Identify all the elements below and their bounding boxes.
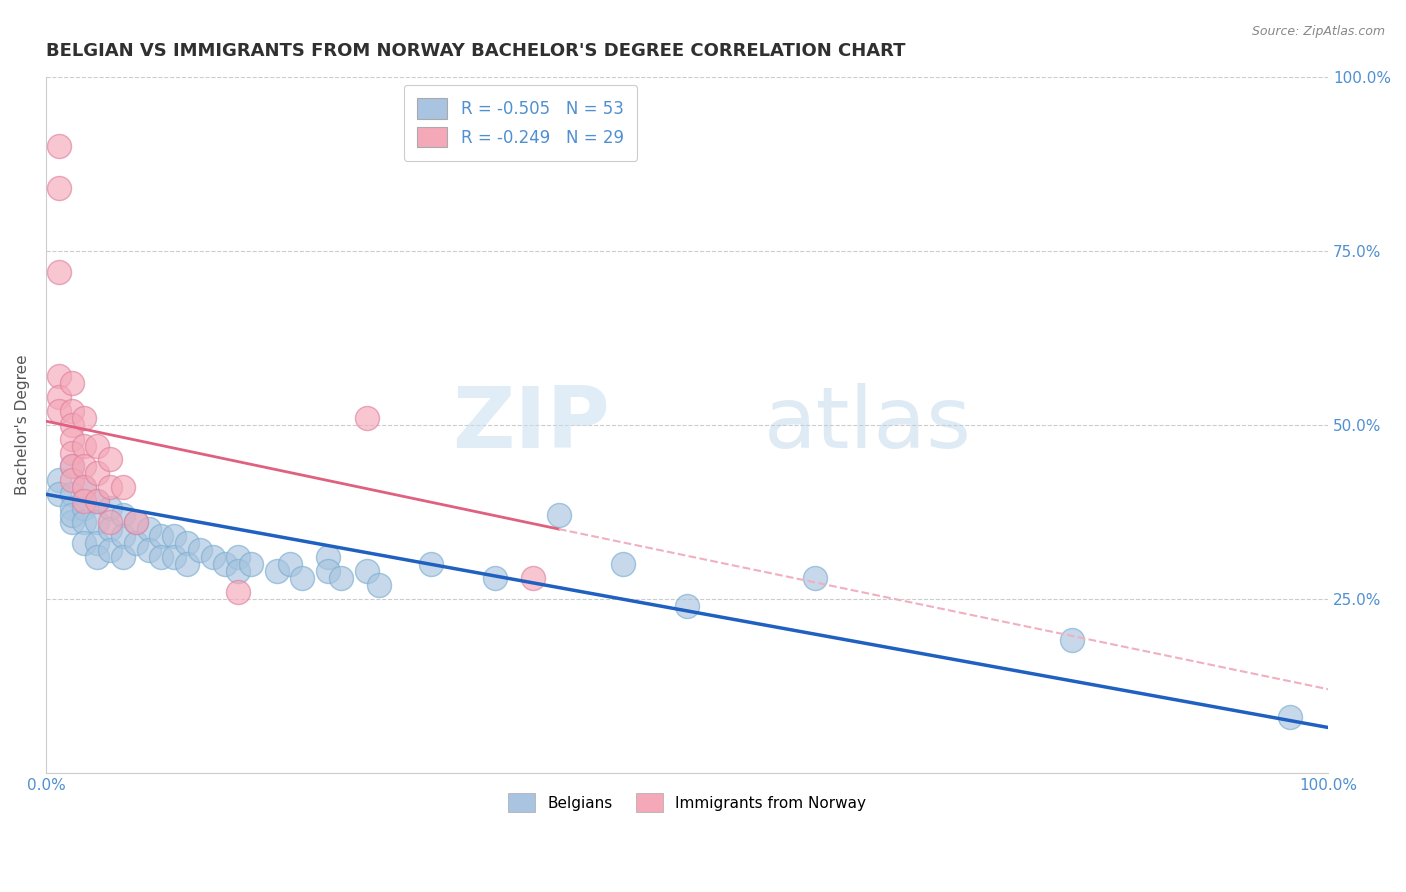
Point <box>1060 633 1083 648</box>
Point <box>316 564 339 578</box>
Point <box>804 571 827 585</box>
Point <box>48 487 70 501</box>
Point <box>240 557 263 571</box>
Point <box>48 264 70 278</box>
Point <box>356 410 378 425</box>
Point <box>1278 710 1301 724</box>
Point <box>48 368 70 383</box>
Point <box>150 549 173 564</box>
Point <box>138 543 160 558</box>
Point <box>48 139 70 153</box>
Point <box>368 578 391 592</box>
Point <box>188 543 211 558</box>
Point <box>419 557 441 571</box>
Point <box>73 480 96 494</box>
Point <box>547 508 569 523</box>
Point <box>138 522 160 536</box>
Point <box>176 557 198 571</box>
Point <box>86 467 108 481</box>
Point <box>98 522 121 536</box>
Point <box>73 501 96 516</box>
Text: BELGIAN VS IMMIGRANTS FROM NORWAY BACHELOR'S DEGREE CORRELATION CHART: BELGIAN VS IMMIGRANTS FROM NORWAY BACHEL… <box>46 42 905 60</box>
Point <box>291 571 314 585</box>
Point <box>226 564 249 578</box>
Point <box>329 571 352 585</box>
Point <box>125 515 148 529</box>
Point <box>60 432 83 446</box>
Point <box>150 529 173 543</box>
Point <box>48 390 70 404</box>
Point <box>60 501 83 516</box>
Point <box>48 474 70 488</box>
Point <box>612 557 634 571</box>
Point <box>60 459 83 474</box>
Text: Source: ZipAtlas.com: Source: ZipAtlas.com <box>1251 25 1385 38</box>
Point <box>278 557 301 571</box>
Point <box>60 417 83 432</box>
Point <box>226 584 249 599</box>
Point <box>73 515 96 529</box>
Point <box>176 536 198 550</box>
Point <box>163 529 186 543</box>
Point <box>111 549 134 564</box>
Point <box>86 515 108 529</box>
Point <box>111 508 134 523</box>
Point <box>356 564 378 578</box>
Text: atlas: atlas <box>763 384 972 467</box>
Point <box>98 543 121 558</box>
Point <box>86 549 108 564</box>
Point <box>125 536 148 550</box>
Point <box>111 480 134 494</box>
Point <box>73 480 96 494</box>
Point <box>86 494 108 508</box>
Y-axis label: Bachelor's Degree: Bachelor's Degree <box>15 354 30 495</box>
Point <box>60 376 83 390</box>
Point <box>676 599 699 613</box>
Point <box>86 536 108 550</box>
Point <box>73 410 96 425</box>
Point <box>98 501 121 516</box>
Point <box>60 403 83 417</box>
Point <box>226 549 249 564</box>
Point <box>214 557 236 571</box>
Point <box>60 508 83 523</box>
Point <box>73 438 96 452</box>
Legend: Belgians, Immigrants from Norway: Belgians, Immigrants from Norway <box>495 781 879 824</box>
Point <box>48 181 70 195</box>
Point <box>522 571 544 585</box>
Point <box>484 571 506 585</box>
Point <box>60 445 83 459</box>
Point <box>60 474 83 488</box>
Point <box>163 549 186 564</box>
Point <box>98 452 121 467</box>
Point <box>60 459 83 474</box>
Point <box>98 515 121 529</box>
Point <box>111 529 134 543</box>
Point <box>86 494 108 508</box>
Point <box>98 480 121 494</box>
Point <box>125 515 148 529</box>
Point <box>73 494 96 508</box>
Point <box>86 438 108 452</box>
Point <box>73 459 96 474</box>
Point <box>201 549 224 564</box>
Point <box>60 515 83 529</box>
Point <box>60 487 83 501</box>
Text: ZIP: ZIP <box>453 384 610 467</box>
Point <box>48 403 70 417</box>
Point <box>266 564 288 578</box>
Point <box>316 549 339 564</box>
Point <box>73 536 96 550</box>
